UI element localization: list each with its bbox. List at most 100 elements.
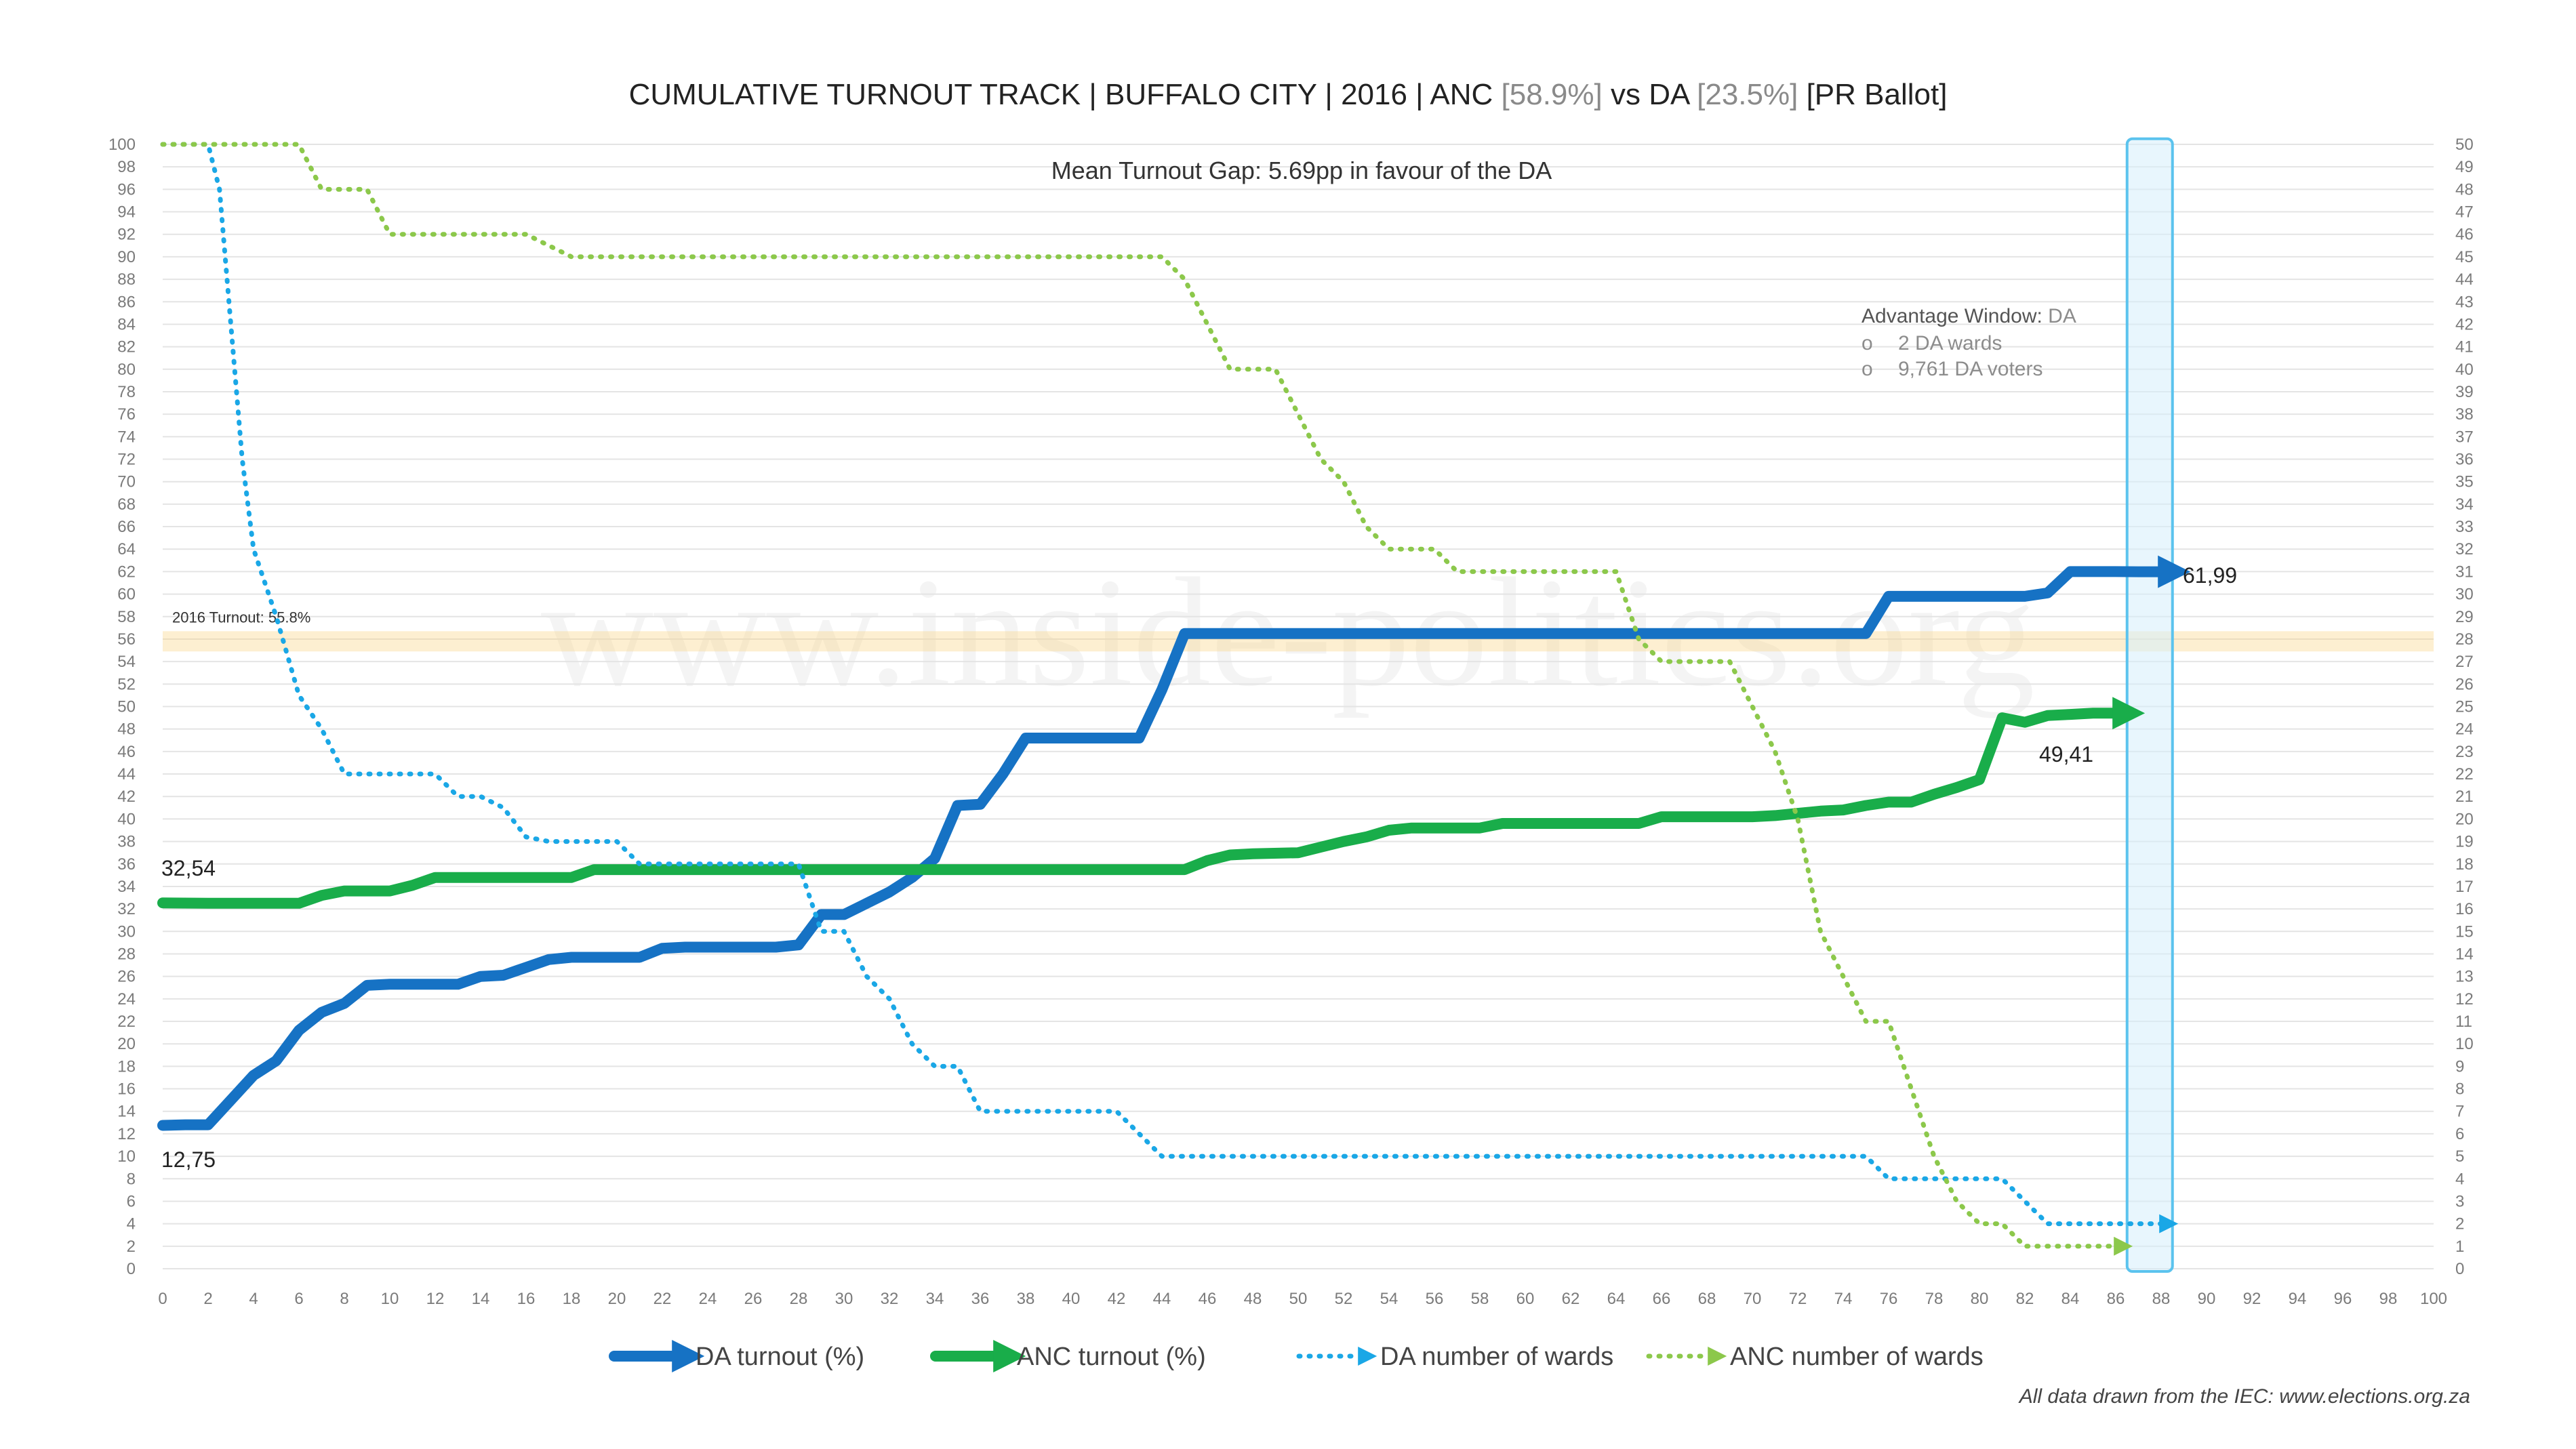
x-tick-label: 72 — [1789, 1290, 1807, 1308]
title-part-3: [23.5%] — [1697, 78, 1798, 111]
y-left-tick-label: 58 — [117, 608, 136, 626]
y-left-tick-label: 36 — [117, 855, 136, 874]
x-tick-label: 26 — [744, 1290, 763, 1308]
series-line-3 — [160, 142, 2133, 1256]
y-left-tick-label: 56 — [117, 630, 136, 649]
y-right-tick-label: 49 — [2455, 158, 2474, 176]
x-tick-label: 70 — [1744, 1290, 1762, 1308]
y-left-tick-label: 64 — [117, 540, 136, 558]
x-tick-label: 84 — [2061, 1290, 2080, 1308]
y-right-tick-label: 48 — [2455, 180, 2474, 199]
advantage-window-title: Advantage Window: DA — [1861, 305, 2076, 327]
y-axis-left-ticks: 0246810121416182022242628303234363840424… — [108, 136, 136, 1278]
y-left-tick-label: 24 — [117, 990, 136, 1008]
x-tick-label: 86 — [2107, 1290, 2125, 1308]
y-right-tick-label: 16 — [2455, 900, 2474, 918]
y-left-tick-label: 70 — [117, 473, 136, 491]
y-left-tick-label: 80 — [117, 361, 136, 379]
x-tick-label: 46 — [1199, 1290, 1217, 1308]
y-right-tick-label: 4 — [2455, 1170, 2464, 1188]
y-right-tick-label: 33 — [2455, 518, 2474, 536]
x-tick-label: 0 — [158, 1290, 167, 1308]
x-tick-label: 40 — [1062, 1290, 1081, 1308]
x-tick-label: 96 — [2334, 1290, 2352, 1308]
title-part-0: CUMULATIVE TURNOUT TRACK | BUFFALO CITY … — [629, 78, 1502, 111]
y-right-tick-label: 38 — [2455, 405, 2474, 424]
y-left-tick-label: 14 — [117, 1103, 136, 1121]
x-tick-label: 76 — [1880, 1290, 1898, 1308]
x-tick-label: 64 — [1607, 1290, 1626, 1308]
y-right-tick-label: 3 — [2455, 1192, 2464, 1210]
anc-start-label: 32,54 — [161, 856, 216, 880]
y-left-tick-label: 76 — [117, 405, 136, 424]
series-line-2 — [160, 142, 2179, 1233]
y-right-tick-label: 6 — [2455, 1125, 2464, 1143]
y-right-tick-label: 14 — [2455, 945, 2474, 963]
title-part-4: [PR Ballot] — [1798, 78, 1947, 111]
y-right-tick-label: 12 — [2455, 990, 2474, 1008]
x-tick-label: 54 — [1380, 1290, 1398, 1308]
x-tick-label: 92 — [2243, 1290, 2261, 1308]
x-tick-label: 20 — [608, 1290, 626, 1308]
y-left-tick-label: 44 — [117, 765, 136, 783]
x-tick-label: 28 — [790, 1290, 808, 1308]
y-left-tick-label: 78 — [117, 383, 136, 401]
y-left-tick-label: 86 — [117, 293, 136, 311]
advantage-window-box — [2125, 137, 2174, 1273]
x-tick-label: 36 — [971, 1290, 990, 1308]
y-left-tick-label: 100 — [108, 136, 136, 154]
series-lines — [157, 142, 2191, 1256]
advantage-window-party: DA — [2048, 305, 2076, 327]
y-left-tick-label: 28 — [117, 945, 136, 963]
y-left-tick-label: 98 — [117, 158, 136, 176]
x-tick-label: 2 — [203, 1290, 212, 1308]
y-left-tick-label: 96 — [117, 180, 136, 199]
x-tick-label: 32 — [881, 1290, 899, 1308]
series-line-1 — [157, 697, 2146, 909]
legend-label-3: ANC number of wards — [1730, 1343, 1984, 1371]
y-right-tick-label: 18 — [2455, 855, 2474, 874]
x-tick-label: 94 — [2289, 1290, 2307, 1308]
x-tick-label: 24 — [699, 1290, 717, 1308]
y-right-tick-label: 8 — [2455, 1080, 2464, 1099]
y-right-tick-label: 32 — [2455, 540, 2474, 558]
x-tick-label: 88 — [2152, 1290, 2171, 1308]
y-right-tick-label: 36 — [2455, 451, 2474, 469]
y-right-tick-label: 30 — [2455, 586, 2474, 604]
x-tick-label: 18 — [563, 1290, 581, 1308]
y-left-tick-label: 94 — [117, 203, 136, 222]
y-right-tick-label: 47 — [2455, 203, 2474, 222]
y-left-tick-label: 22 — [117, 1013, 136, 1031]
y-right-tick-label: 44 — [2455, 270, 2474, 289]
x-tick-label: 16 — [517, 1290, 536, 1308]
y-left-tick-label: 84 — [117, 315, 136, 333]
y-right-tick-label: 50 — [2455, 136, 2474, 154]
y-left-tick-label: 68 — [117, 495, 136, 514]
y-right-tick-label: 35 — [2455, 473, 2474, 491]
y-right-tick-label: 2 — [2455, 1215, 2464, 1233]
y-right-tick-label: 22 — [2455, 765, 2474, 783]
y-right-tick-label: 42 — [2455, 315, 2474, 333]
y-left-tick-label: 88 — [117, 270, 136, 289]
legend: DA turnout (%) ANC turnout (%) DA number o… — [609, 1340, 1984, 1372]
x-tick-label: 10 — [381, 1290, 399, 1308]
chart-subtitle: Mean Turnout Gap: 5.69pp in favour of th… — [1051, 157, 1552, 184]
da-start-label: 12,75 — [161, 1147, 216, 1172]
y-axis-right-ticks: 0123456789101112131415161718192021222324… — [2455, 136, 2474, 1278]
series-line-0 — [157, 555, 2191, 1131]
y-left-tick-label: 16 — [117, 1080, 136, 1099]
x-tick-label: 38 — [1017, 1290, 1035, 1308]
x-tick-label: 78 — [1925, 1290, 1944, 1308]
series-labels: 12,75 32,54 61,99 49,41 — [161, 563, 2237, 1172]
y-left-tick-label: 90 — [117, 248, 136, 266]
y-right-tick-label: 43 — [2455, 293, 2474, 311]
y-right-tick-label: 9 — [2455, 1057, 2464, 1076]
y-left-tick-label: 48 — [117, 720, 136, 739]
y-right-tick-label: 20 — [2455, 810, 2474, 828]
y-right-tick-label: 0 — [2455, 1260, 2464, 1278]
y-right-tick-label: 46 — [2455, 226, 2474, 244]
da-end-label: 61,99 — [2183, 563, 2237, 588]
x-tick-label: 82 — [2016, 1290, 2034, 1308]
y-right-tick-label: 39 — [2455, 383, 2474, 401]
y-right-tick-label: 23 — [2455, 743, 2474, 761]
